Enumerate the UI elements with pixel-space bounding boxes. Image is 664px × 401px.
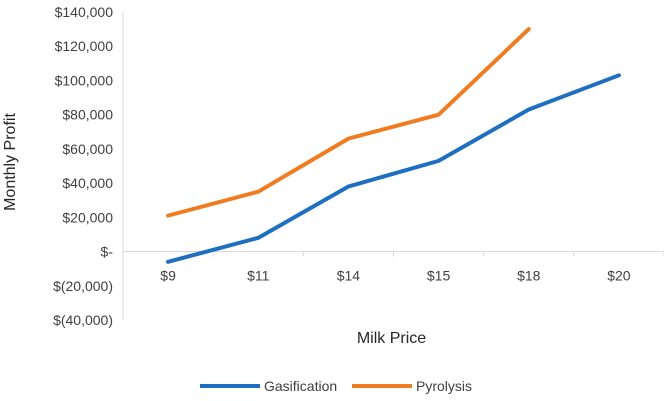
x-tick-label: $20 [607,268,631,284]
y-tick-label: $- [101,244,114,260]
y-tick-label: $20,000 [62,209,113,225]
y-tick-label: $(20,000) [53,278,113,294]
y-axis-title: Monthly Profit [2,113,19,211]
y-tick-label: $80,000 [62,107,113,123]
x-tick-label: $9 [160,268,176,284]
legend-label-gasification: Gasification [264,378,337,394]
y-tick-label: $40,000 [62,175,113,191]
series-line-pyrolysis [166,27,531,218]
x-axis-title: Milk Price [357,330,426,347]
y-tick-label: $(40,000) [53,312,113,328]
series-line-gasification [166,73,621,264]
legend-label-pyrolysis: Pyrolysis [416,378,472,394]
x-tick-label: $14 [337,268,361,284]
x-tick-label: $18 [517,268,541,284]
x-tick-label: $11 [247,268,270,284]
y-tick-label: $100,000 [55,72,114,88]
y-tick-label: $140,000 [55,4,114,20]
y-tick-label: $60,000 [62,141,113,157]
x-tick-label: $15 [427,268,451,284]
y-tick-label: $120,000 [55,38,114,54]
